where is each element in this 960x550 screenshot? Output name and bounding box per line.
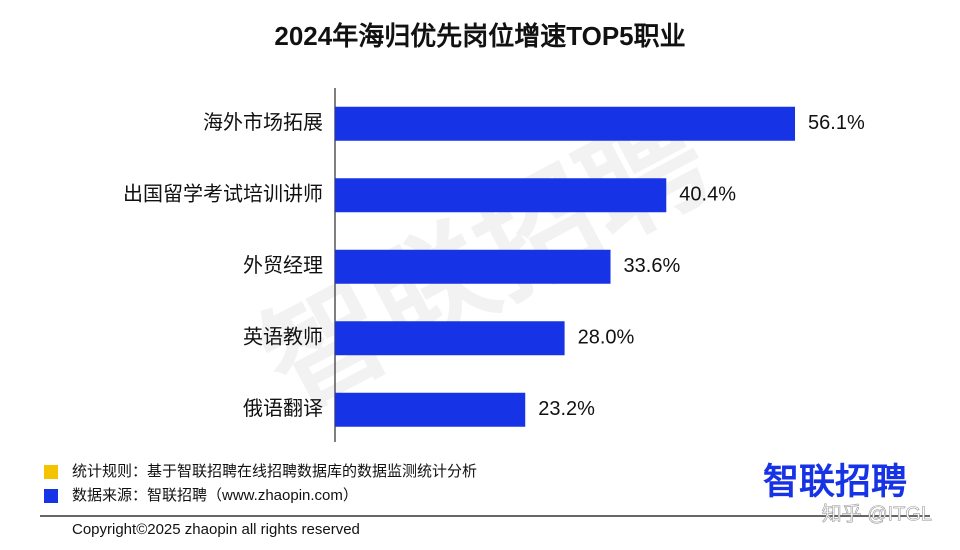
- bar: [335, 106, 796, 141]
- value-label: 40.4%: [679, 184, 736, 206]
- bar: [335, 321, 565, 356]
- legend-swatch: [44, 465, 58, 479]
- category-label: 出国留学考试培训讲师: [123, 183, 323, 206]
- footnote: 统计规则：基于智联招聘在线招聘数据库的数据监测统计分析: [72, 462, 477, 480]
- legend-swatch: [44, 489, 58, 503]
- category-label: 英语教师: [243, 326, 323, 349]
- category-label: 外贸经理: [243, 254, 323, 277]
- footnote: 数据来源：智联招聘（www.zhaopin.com）: [72, 486, 358, 504]
- value-label: 23.2%: [538, 398, 595, 420]
- logo: 智联招聘: [763, 461, 907, 502]
- copyright: Copyright©2025 zhaopin all rights reserv…: [72, 521, 360, 538]
- value-label: 56.1%: [808, 112, 865, 134]
- source-watermark: 知乎 @ITGL: [822, 502, 932, 525]
- value-label: 33.6%: [624, 255, 681, 277]
- bar: [335, 249, 611, 284]
- bar: [335, 178, 667, 213]
- category-label: 俄语翻译: [243, 397, 323, 420]
- bar: [335, 392, 526, 427]
- chart-title: 2024年海归优先岗位增速TOP5职业: [274, 21, 685, 51]
- category-label: 海外市场拓展: [203, 111, 323, 134]
- value-label: 28.0%: [578, 327, 635, 349]
